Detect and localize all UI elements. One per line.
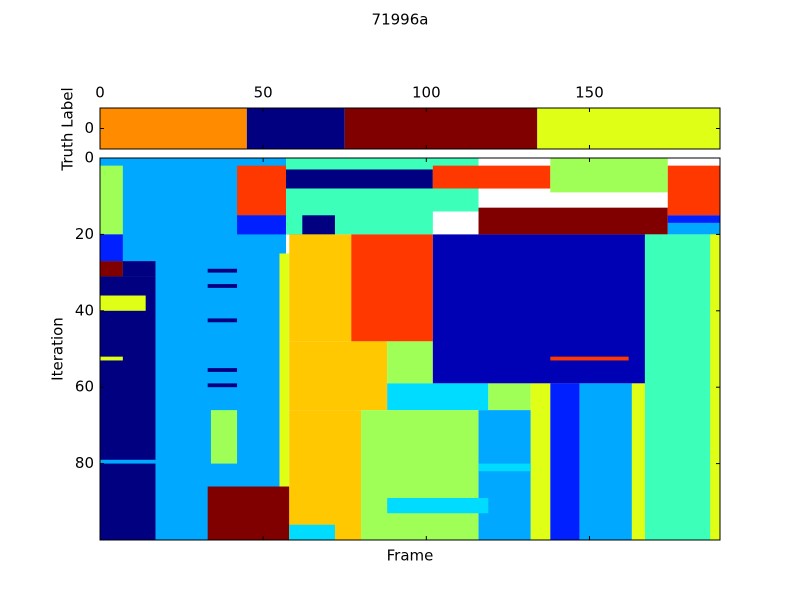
heatmap-cell	[530, 383, 551, 540]
truth-cell	[100, 108, 247, 149]
chart-title: 71996a	[372, 11, 429, 29]
heatmap-cell	[237, 165, 286, 216]
heatmap-cell	[289, 341, 388, 411]
heatmap-cell	[550, 383, 580, 540]
heatmap-cell	[432, 165, 551, 189]
heatmap-cell	[631, 383, 645, 540]
heatmap-cell	[289, 410, 362, 540]
heatmap-cell	[667, 222, 720, 235]
truth-cell	[537, 108, 720, 149]
heatmap-cell	[478, 463, 531, 472]
heatmap-cell	[279, 253, 290, 540]
x-tick-label: 100	[412, 84, 441, 102]
heatmap-cell	[432, 188, 479, 212]
heatmap-cell	[488, 383, 531, 411]
heatmap-cell	[100, 165, 123, 235]
plot-frame	[99, 157, 721, 541]
heatmap-cell	[100, 234, 123, 262]
x-tick-label: 150	[575, 84, 604, 102]
y-tick-label: 20	[75, 225, 94, 243]
heatmap-cell	[550, 356, 629, 361]
y-tick-label: 80	[75, 454, 94, 472]
truth-axis-label: Truth Label	[59, 87, 77, 171]
heatmap-cell	[579, 383, 632, 540]
heatmap-cell	[122, 261, 156, 277]
heatmap-cell	[207, 383, 238, 388]
heatmap-cell	[432, 234, 645, 384]
heatmap-cell	[100, 356, 123, 361]
heatmap-cell	[207, 318, 238, 323]
heatmap-cell	[286, 169, 433, 189]
heatmap-cell	[710, 234, 720, 540]
heatmap-cell	[100, 276, 156, 540]
heatmap-cell	[207, 284, 238, 288]
heatmap-cell	[289, 524, 335, 540]
heatmap-cell	[207, 486, 290, 540]
x-axis-label: Frame	[387, 547, 434, 565]
y-axis-label: Iteration	[49, 317, 67, 381]
heatmap-cell	[207, 368, 238, 372]
heatmap-cell	[478, 410, 531, 540]
heatmap-cell	[100, 261, 123, 277]
heatmap-cell	[207, 268, 238, 273]
heatmap-cell	[100, 459, 156, 464]
heatmap-cell	[289, 234, 352, 342]
truth-tick-label: 0	[84, 119, 94, 137]
truth-cell	[344, 108, 538, 149]
heatmap-cell	[286, 188, 479, 212]
heatmap-cell	[210, 410, 238, 464]
heatmap-cell	[100, 295, 146, 311]
heatmap-cell	[351, 234, 433, 342]
y-tick-label: 40	[75, 301, 94, 319]
y-tick-label: 60	[75, 378, 94, 396]
heatmap-cell	[667, 165, 720, 216]
heatmap-cell	[644, 234, 720, 540]
x-tick-label: 0	[95, 84, 105, 102]
heatmap-cell	[361, 410, 479, 540]
heatmap-cell	[387, 497, 489, 514]
heatmap-cell	[387, 341, 433, 384]
truth-cell	[246, 108, 345, 149]
y-tick-label: 0	[84, 149, 94, 167]
heatmap-cell	[387, 383, 489, 411]
heatmap-cell	[550, 158, 668, 193]
x-tick-label: 50	[254, 84, 273, 102]
heatmap-cell	[667, 215, 720, 223]
heatmap-cell	[302, 215, 335, 235]
heatmap-cell	[286, 158, 479, 170]
heatmap-cell	[478, 207, 668, 235]
